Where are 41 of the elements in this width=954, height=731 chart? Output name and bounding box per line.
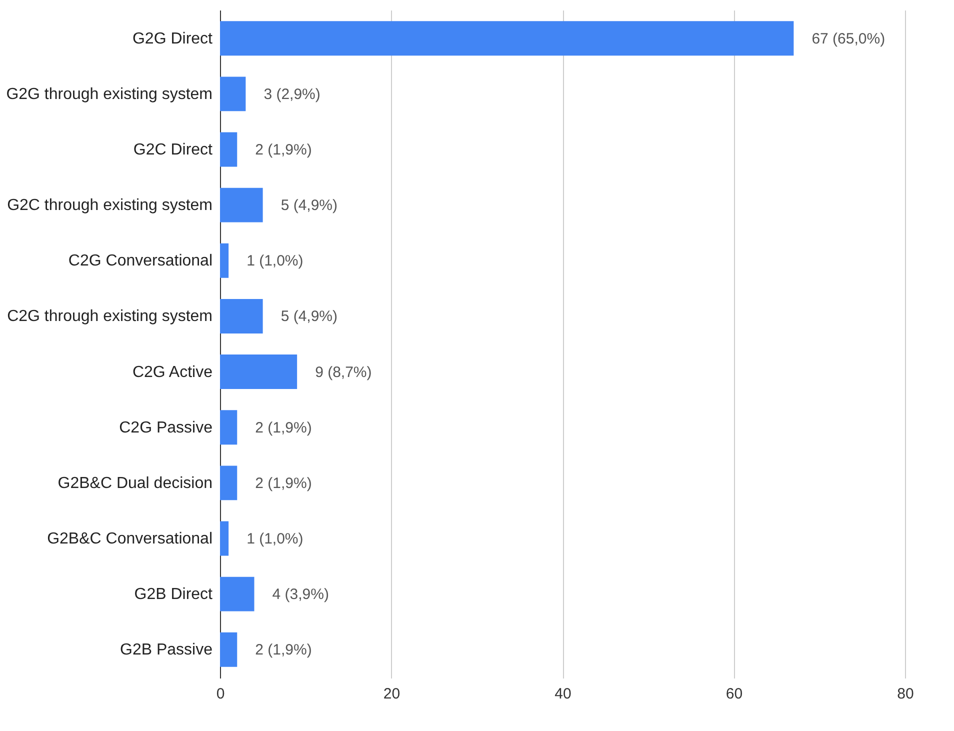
x-tick-label: 40 — [554, 686, 572, 702]
y-tick-label: C2G Active — [132, 364, 213, 381]
bar — [220, 76, 246, 112]
data-label: 1 (1,0%) — [246, 252, 304, 270]
y-tick-label: G2B Direct — [134, 586, 214, 604]
y-tick-label: G2G Direct — [132, 30, 214, 48]
data-label: 2 (1,9%) — [255, 474, 312, 492]
y-tick-label: C2G Passive — [119, 419, 213, 436]
data-label: 3 (2,9%) — [264, 86, 320, 103]
bar — [220, 132, 238, 167]
x-tick-label: 0 — [216, 686, 225, 702]
bar — [220, 21, 794, 56]
x-tick-label: 20 — [383, 686, 400, 702]
y-tick-label: G2B Passive — [120, 642, 213, 659]
x-tick-label: 80 — [897, 686, 914, 702]
y-tick-label: C2G Conversational — [68, 252, 212, 270]
bar — [220, 188, 263, 222]
y-tick-label: G2C through existing system — [7, 197, 212, 214]
y-tick-label: C2G through existing system — [7, 308, 212, 326]
data-label: 1 (1,0%) — [246, 530, 304, 548]
bar — [220, 576, 254, 612]
bar — [220, 243, 229, 278]
bar — [220, 298, 263, 334]
y-tick-label: G2B&C Conversational — [47, 530, 212, 548]
data-label: 67 (65,0%) — [812, 30, 886, 48]
bar — [220, 632, 238, 667]
data-label: 9 (8,7%) — [315, 364, 372, 381]
data-label: 2 (1,9%) — [255, 642, 312, 659]
y-tick-label: G2B&C Dual decision — [58, 474, 212, 492]
bar — [220, 354, 298, 390]
y-tick-label: G2G through existing system — [6, 86, 212, 103]
data-label: 5 (4,9%) — [280, 197, 338, 214]
bar — [220, 466, 238, 500]
data-label: 2 (1,9%) — [255, 419, 312, 436]
x-tick-label: 60 — [726, 686, 743, 702]
data-label: 2 (1,9%) — [255, 141, 312, 158]
y-tick-label: G2C Direct — [133, 141, 214, 158]
data-label: 4 (3,9%) — [272, 586, 329, 604]
bar — [220, 521, 229, 556]
data-label: 5 (4,9%) — [280, 308, 338, 326]
bar — [220, 410, 238, 445]
